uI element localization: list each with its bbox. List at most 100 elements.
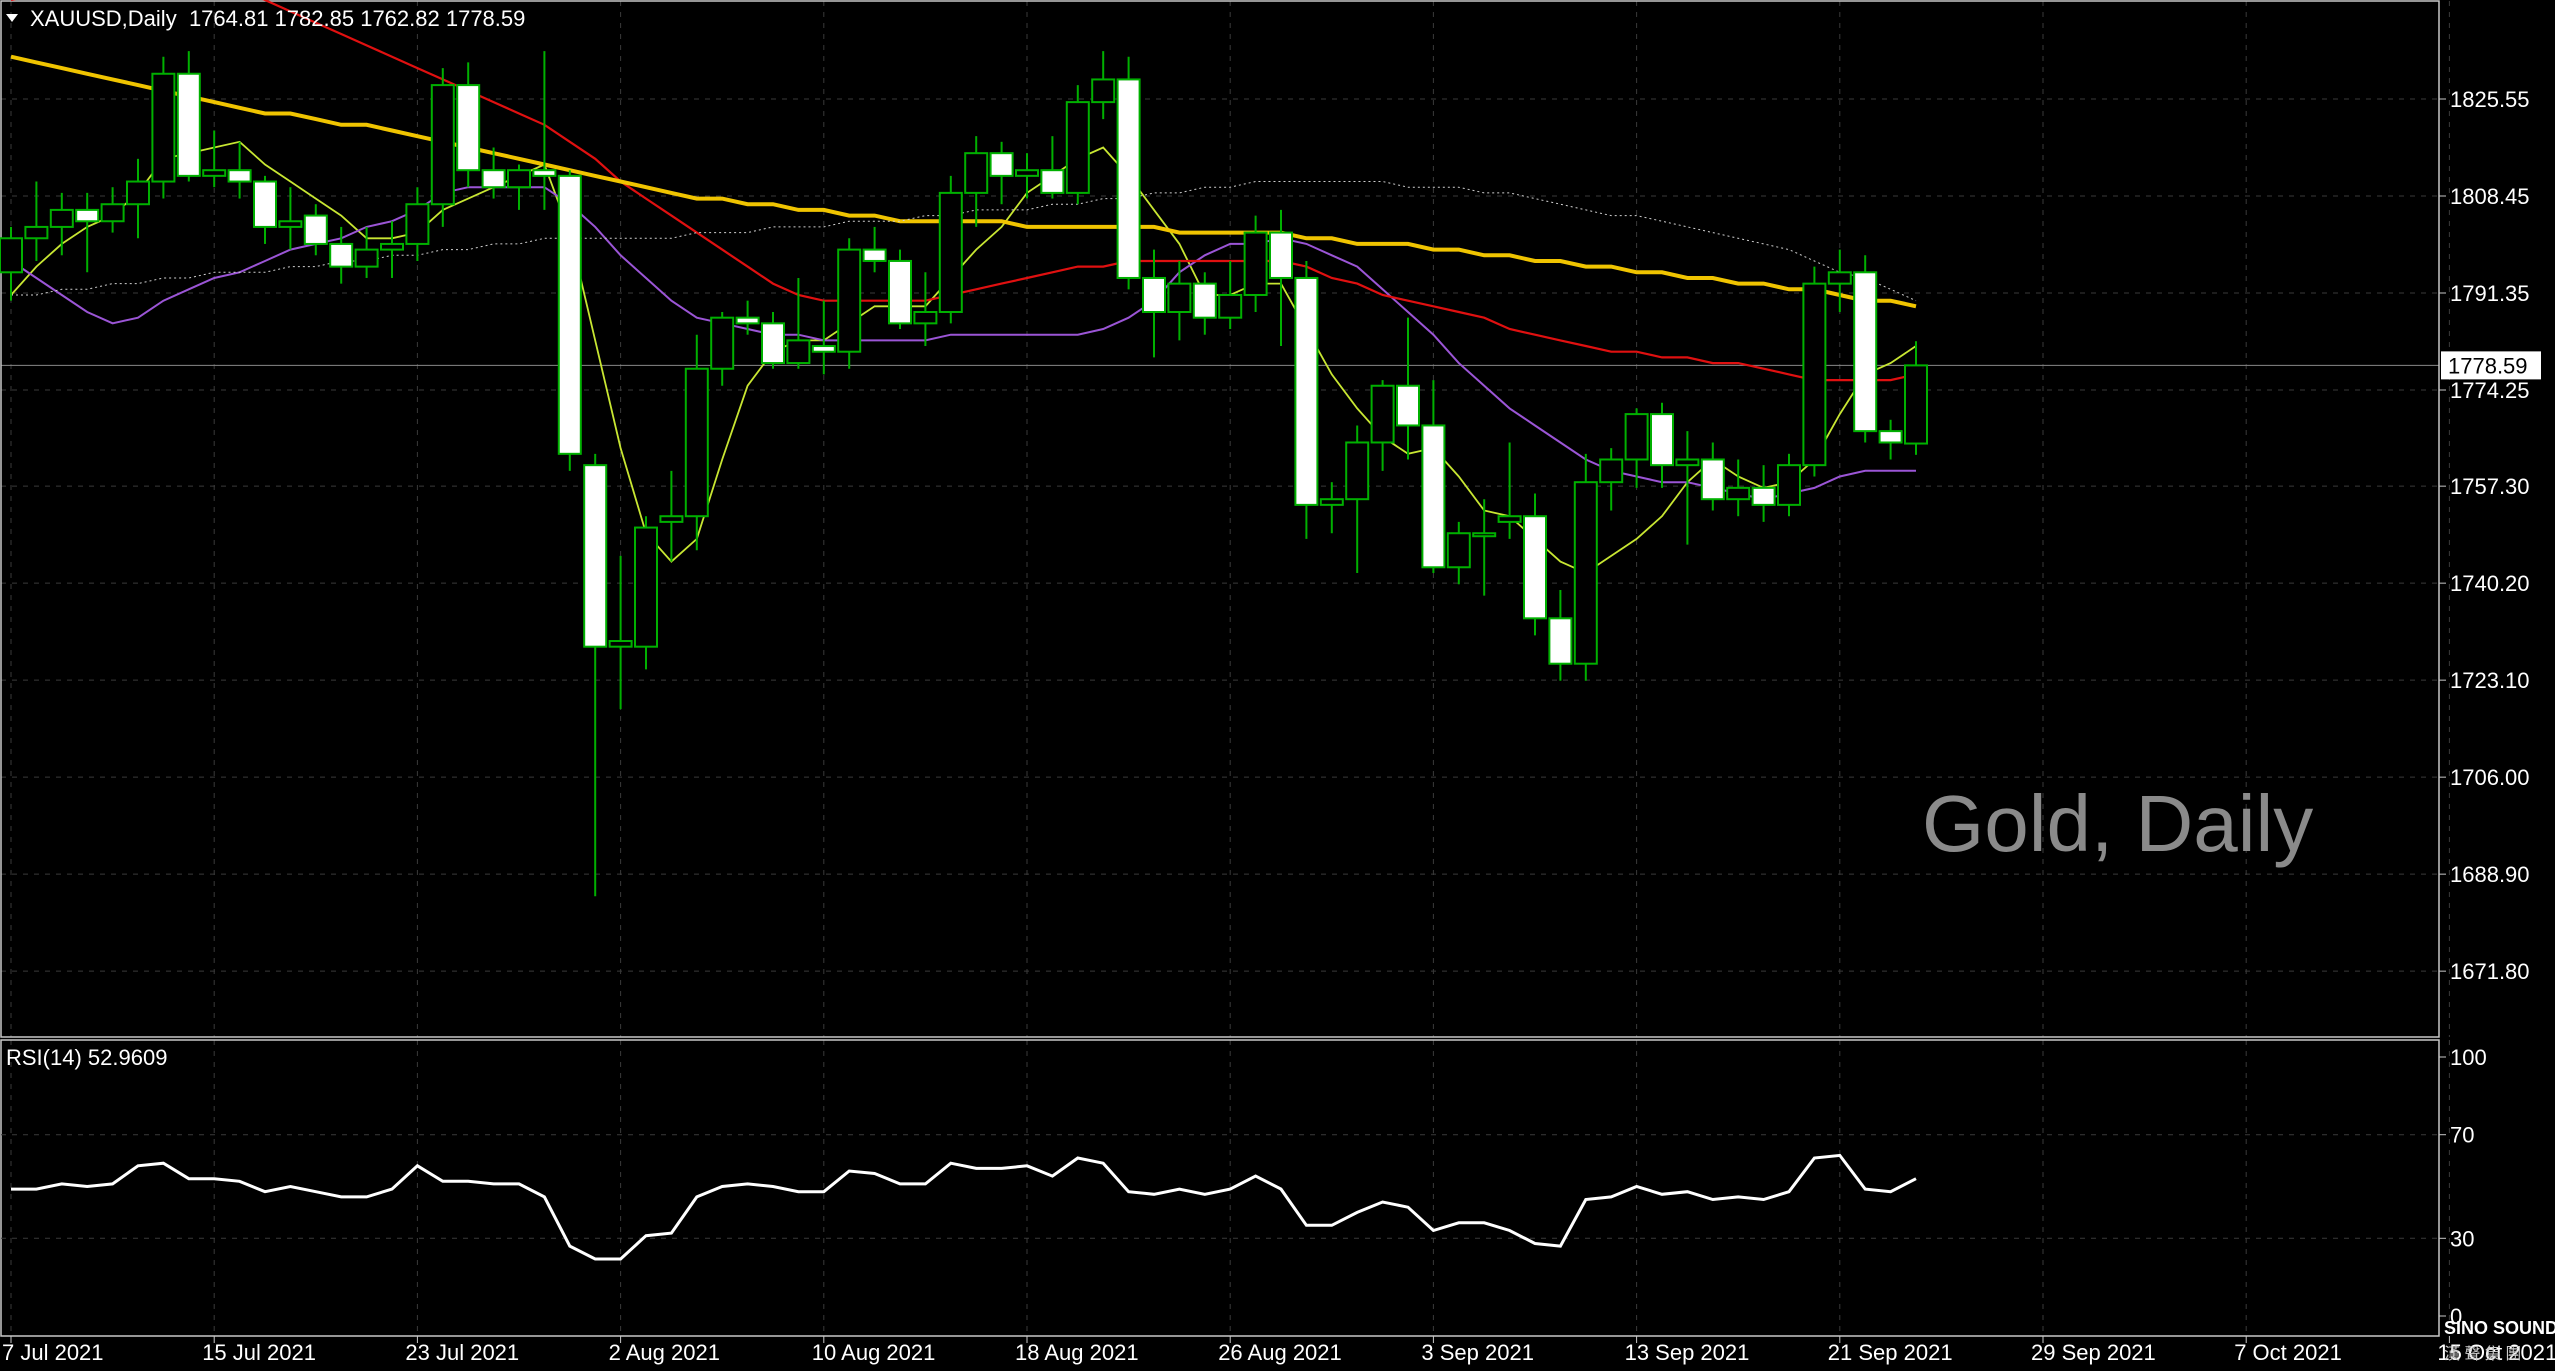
candle-bull — [1370, 384, 1395, 444]
price-tick-label: 1791.35 — [2450, 281, 2530, 306]
candle-bear — [1700, 458, 1725, 501]
ma-mid-line — [10, 186, 1916, 501]
candle-bull — [354, 248, 379, 268]
price-tick-label: 1808.45 — [2450, 184, 2530, 209]
candle-bull — [1167, 282, 1192, 314]
candle-bull — [634, 526, 658, 648]
candle-bull — [1624, 413, 1649, 461]
price-tick-label: 1825.55 — [2450, 87, 2530, 112]
candle-bull — [1243, 231, 1268, 296]
logo-line-1: SINO SOUND — [2444, 1318, 2555, 1338]
candle-bull — [380, 242, 404, 251]
candle-bear — [1040, 169, 1065, 194]
candle-bear — [1396, 384, 1420, 427]
candle-bull — [430, 84, 455, 206]
main-pane-border — [0, 0, 2440, 1038]
candle-bull — [1446, 532, 1471, 569]
price-axis: 1825.55 1808.45 1791.35 1774.25 1757.30 1740.… — [2439, 87, 2541, 984]
candle-bull — [964, 152, 989, 194]
candle-bull — [684, 367, 709, 518]
candle-bull — [1319, 498, 1344, 506]
candle-bull — [913, 311, 938, 325]
candle-bear — [481, 169, 506, 189]
candle-bull — [1675, 458, 1700, 467]
candle-bull — [1599, 458, 1624, 484]
candle-bull — [1497, 515, 1522, 523]
candle-bull — [786, 339, 811, 365]
collapse-triangle-icon[interactable] — [6, 14, 18, 22]
ma-slow-line — [11, 0, 1917, 382]
candle-bull — [405, 203, 430, 245]
price-tick-label: 1723.10 — [2450, 668, 2530, 693]
candle-bear — [1523, 515, 1547, 620]
candle-bull — [202, 169, 227, 177]
candle-bear — [1650, 413, 1674, 467]
candle-bull — [938, 191, 963, 314]
candle-bull — [49, 208, 74, 228]
candle-bull — [24, 225, 49, 240]
time-tick-label: 3 Sep 2021 — [1421, 1340, 1534, 1365]
candle-bull — [1904, 364, 1928, 445]
candle-bull — [1091, 78, 1116, 104]
price-tick-label: 1757.30 — [2450, 474, 2530, 499]
price-tick-label: 1706.00 — [2450, 765, 2530, 790]
symbol-header: XAUUSD,Daily 1764.81 1782.85 1762.82 177… — [30, 6, 525, 32]
candle-bear — [75, 208, 100, 223]
candle-bull — [1777, 464, 1801, 506]
candle-bear — [1192, 282, 1217, 319]
candle-bull — [507, 169, 531, 189]
time-tick-label: 2 Aug 2021 — [609, 1340, 720, 1365]
candle-bull — [1218, 293, 1243, 319]
ma-fast-line — [10, 140, 1917, 574]
candle-bear — [557, 174, 582, 455]
candle-bear — [329, 242, 354, 268]
moving-averages — [10, 0, 1917, 574]
candle-bear — [227, 169, 252, 183]
candle-bear — [1751, 486, 1776, 506]
candle-bull — [0, 237, 23, 274]
grid-lines — [1, 1, 2450, 1336]
candle-bear — [761, 322, 785, 365]
candle-bull — [151, 72, 176, 183]
chart-frame — [0, 0, 2440, 1337]
rsi-header: RSI(14) 52.9609 — [6, 1045, 168, 1070]
candle-bull — [659, 515, 684, 523]
price-tick-label: 1740.20 — [2450, 571, 2530, 596]
candle-bear — [253, 180, 277, 228]
rsi-tick-label: 70 — [2450, 1123, 2474, 1148]
candle-bull — [1726, 486, 1751, 501]
rsi-tick-label: 100 — [2450, 1045, 2487, 1070]
candle-bear — [811, 345, 836, 353]
candle-bear — [456, 84, 481, 172]
rsi-pane: 100 70 30 0 — [1, 1045, 2487, 1329]
watermark: Gold, Daily — [1922, 779, 2314, 868]
time-tick-label: 13 Sep 2021 — [1625, 1340, 1750, 1365]
candle-bear — [1142, 276, 1166, 314]
ma-faint-line — [11, 181, 1917, 302]
time-tick-label: 29 Sep 2021 — [2031, 1340, 2156, 1365]
candle-bull — [1827, 271, 1852, 285]
candle-bear — [1269, 231, 1293, 279]
time-tick-label: 26 Aug 2021 — [1218, 1340, 1342, 1365]
candle-bear — [303, 214, 328, 245]
candle-bear — [1548, 617, 1573, 665]
candle-bull — [608, 640, 633, 648]
candle-bear — [1878, 430, 1903, 444]
candle-bear — [583, 464, 608, 648]
candle-bear — [735, 316, 760, 325]
time-tick-label: 7 Oct 2021 — [2234, 1340, 2342, 1365]
candle-bear — [1421, 424, 1446, 569]
time-tick-label: 21 Sep 2021 — [1828, 1340, 1953, 1365]
candle-bull — [1345, 441, 1370, 501]
price-tick-label: 1688.90 — [2450, 862, 2530, 887]
price-tick-label: 1671.80 — [2450, 959, 2530, 984]
candle-bear — [1853, 271, 1878, 433]
candle-bull — [278, 220, 303, 228]
logo-line-2: 漢 聲 集 團 — [2444, 1346, 2522, 1363]
time-tick-label: 23 Jul 2021 — [405, 1340, 519, 1365]
candle-bull — [1065, 101, 1090, 194]
candle-bear — [888, 259, 912, 325]
candle-bear — [532, 169, 557, 177]
